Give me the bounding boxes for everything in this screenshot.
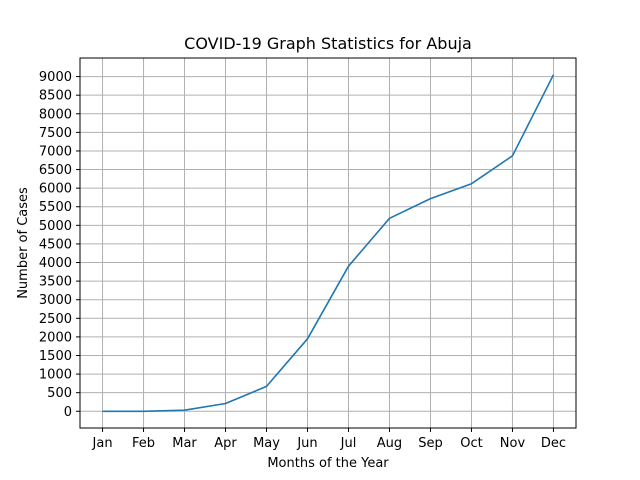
x-tick-label: Sep: [418, 436, 443, 451]
series-line: [102, 74, 555, 413]
y-tick-label: 8000: [39, 107, 72, 122]
x-tick-label: Dec: [541, 436, 566, 451]
x-tick-label: Oct: [460, 436, 482, 451]
y-axis-title: Number of Cases: [16, 187, 31, 299]
tick-layer: Jan Feb Mar Apr May Jun Jul Aug Sep Oct Nov Dec 0 500…: [39, 70, 566, 451]
x-tick-label: Jun: [296, 436, 317, 451]
grid-layer: [80, 58, 576, 428]
y-tick-label: 7500: [39, 126, 72, 141]
y-tick-label: 3500: [39, 275, 72, 290]
y-tick-label: 6500: [39, 163, 72, 178]
y-tick-label: 2000: [39, 330, 72, 345]
y-tick-label: 7000: [39, 144, 72, 159]
x-tick-label: Jan: [92, 436, 113, 451]
y-tick-label: 1500: [39, 349, 72, 364]
x-tick-label: Aug: [377, 436, 402, 451]
y-tick-label: 9000: [39, 70, 72, 85]
y-tick-label: 5500: [39, 200, 72, 215]
plot-area-frame: [79, 57, 577, 429]
y-tick-label: 4500: [39, 237, 72, 252]
x-tick-label: Jul: [340, 436, 357, 451]
y-tick-label: 6000: [39, 182, 72, 197]
x-tick-label: Nov: [500, 436, 526, 451]
y-tick-label: 1000: [39, 368, 72, 383]
y-tick-label: 2500: [39, 312, 72, 327]
x-tick-label: Apr: [214, 436, 237, 451]
y-tick-label: 5000: [39, 219, 72, 234]
x-tick-label: Feb: [132, 436, 155, 451]
y-tick-label: 500: [47, 386, 72, 401]
y-tick-label: 0: [64, 405, 72, 420]
y-tick-label: 8500: [39, 89, 72, 104]
chart-title: COVID-19 Graph Statistics for Abuja: [184, 34, 472, 53]
y-tick-label: 4000: [39, 256, 72, 271]
y-tick-label: 3000: [39, 293, 72, 308]
x-tick-label: May: [253, 436, 280, 451]
line-layer: [102, 74, 555, 413]
x-axis-title: Months of the Year: [267, 456, 389, 471]
x-tick-label: Mar: [172, 436, 197, 451]
